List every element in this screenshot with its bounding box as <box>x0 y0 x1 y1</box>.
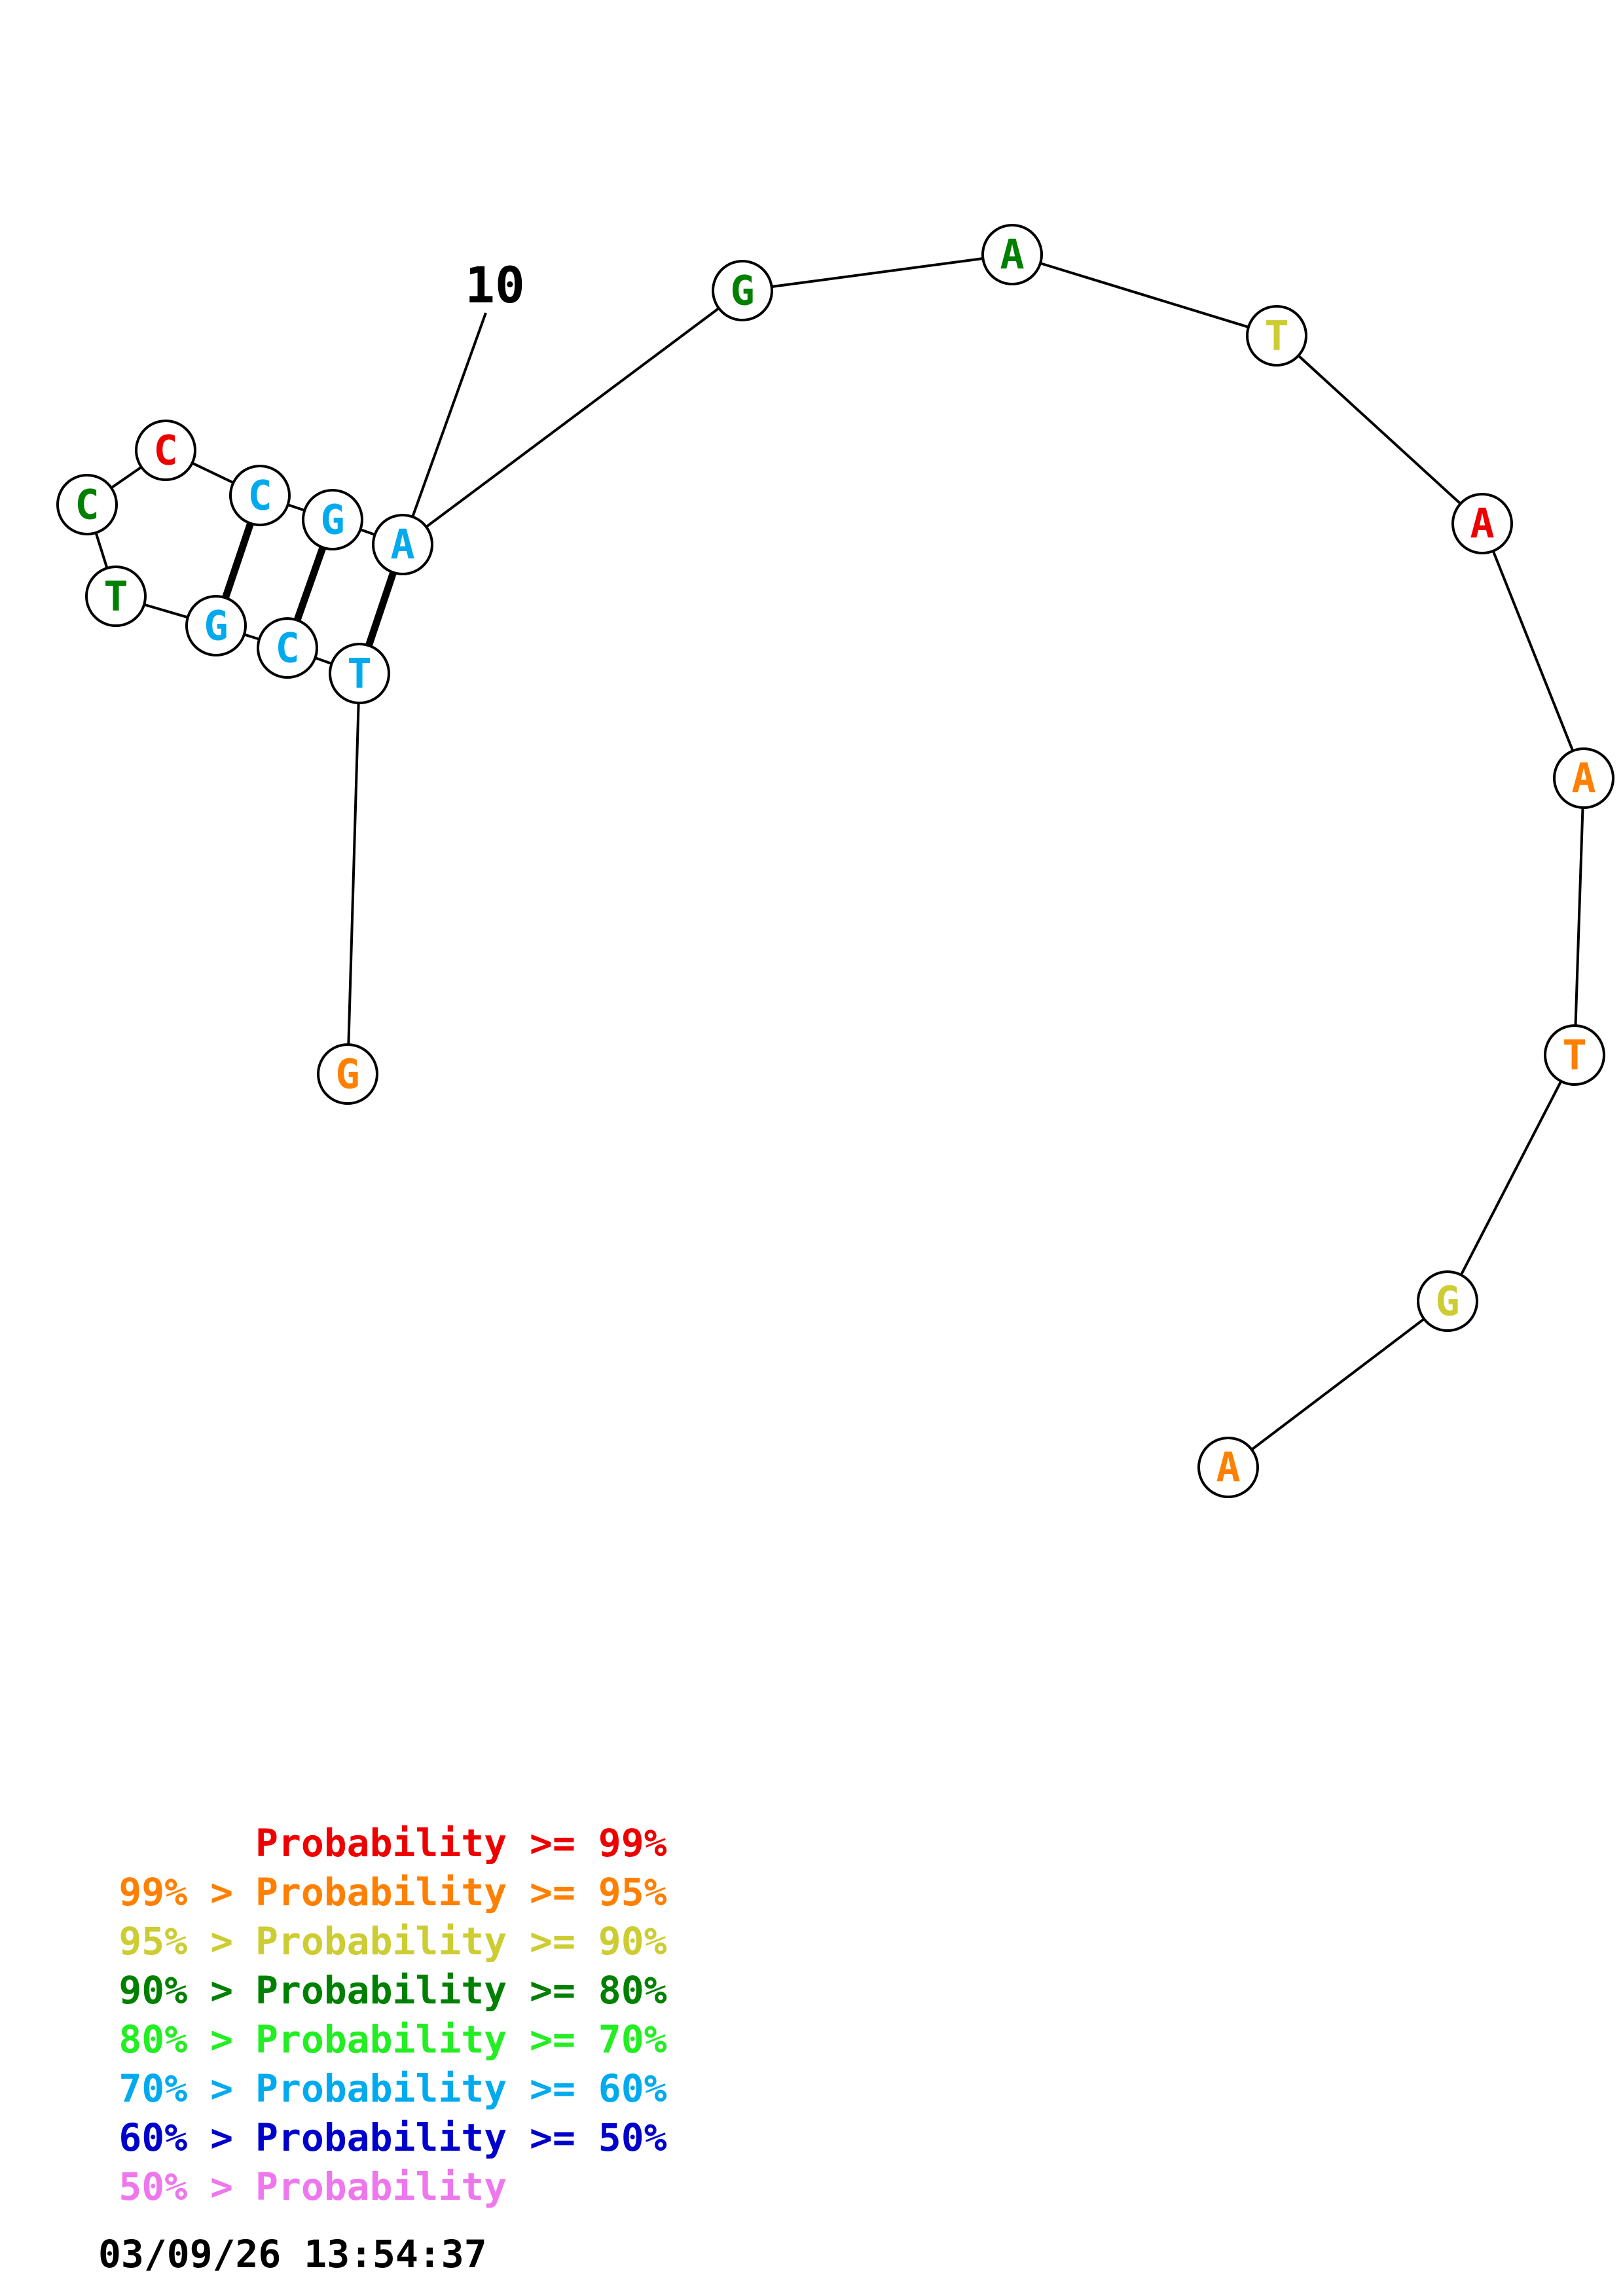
legend-range: 70% > <box>119 2066 233 2111</box>
nucleotide: A <box>1451 493 1513 554</box>
index-tick-line <box>401 312 487 545</box>
index-label: 10 <box>465 256 525 314</box>
timestamp: 03/09/26 13:54:37 <box>98 2232 487 2276</box>
legend-row: 60% > Probability >= 50% <box>119 2115 666 2160</box>
legend-range: 80% > <box>119 2017 233 2062</box>
legend-threshold: Probability <box>255 2164 507 2209</box>
legend-row: 99% > Probability >= 95% <box>119 1870 666 1914</box>
nucleotide: T <box>329 643 390 704</box>
nucleotide-circle <box>329 643 390 704</box>
backbone-bond <box>742 253 1013 292</box>
backbone-bond <box>1446 1054 1576 1302</box>
nucleotide-circle <box>302 489 363 550</box>
legend-row: 95% > Probability >= 90% <box>119 1919 666 1964</box>
nucleotide: G <box>302 489 363 550</box>
nucleotide-label: A <box>1470 500 1494 548</box>
nucleotide-label: A <box>390 521 414 569</box>
legend-threshold: Probability >= 70% <box>255 2017 667 2062</box>
nucleotide-label: T <box>1264 312 1288 360</box>
legend-threshold: Probability >= 60% <box>255 2066 667 2111</box>
legend-row: 70% > Probability >= 60% <box>119 2066 666 2111</box>
nucleotide-circle <box>185 595 247 656</box>
nucleotide-label: T <box>103 573 128 620</box>
nucleotide: G <box>712 260 773 321</box>
nucleotide-label: G <box>730 267 754 315</box>
legend-threshold: Probability >= 95% <box>255 1870 667 1914</box>
legend-threshold: Probability >= 90% <box>255 1919 667 1964</box>
nucleotide-label: C <box>275 624 299 672</box>
backbone-bond <box>1573 778 1585 1056</box>
nucleotide-label: G <box>335 1050 359 1098</box>
nucleotide-circle <box>1417 1270 1478 1332</box>
nucleotide-circle <box>135 420 196 481</box>
legend-threshold: Probability >= 99% <box>255 1821 667 1865</box>
backbone-bond <box>1012 253 1277 337</box>
nucleotide: C <box>135 420 196 481</box>
nucleotide: T <box>1544 1024 1605 1086</box>
nucleotide: C <box>229 465 291 526</box>
nucleotide-circle <box>1246 305 1307 367</box>
backbone-bond <box>1227 1300 1449 1469</box>
legend-range: 95% > <box>119 1919 233 1964</box>
nucleotide-label: G <box>204 602 228 650</box>
nucleotide: A <box>1197 1437 1259 1498</box>
legend-row: Probability >= 99% <box>255 1821 667 1865</box>
nucleotide-circle <box>1197 1437 1259 1498</box>
nucleotide: G <box>1417 1270 1478 1332</box>
nucleotide-circle <box>372 514 433 575</box>
legend-row: 90% > Probability >= 80% <box>119 1968 666 2013</box>
nucleotide: A <box>981 224 1043 285</box>
nucleotide-label: T <box>1562 1031 1586 1079</box>
nucleotide: G <box>185 595 247 656</box>
legend-row: 80% > Probability >= 70% <box>119 2017 666 2062</box>
nucleotide-circle <box>1544 1024 1605 1086</box>
nucleotide: G <box>317 1043 378 1105</box>
nucleotide-circle <box>712 260 773 321</box>
legend-range: 60% > <box>119 2115 233 2160</box>
nucleotide: T <box>85 565 147 627</box>
nucleotide-circle <box>257 617 318 679</box>
nucleotide-circle <box>317 1043 378 1105</box>
legend-threshold: Probability >= 50% <box>255 2115 667 2160</box>
nucleotide-label: C <box>75 481 99 529</box>
legend-range: 50% > <box>119 2164 233 2209</box>
nucleotide-label: C <box>153 427 177 475</box>
nucleotide-circle <box>229 465 291 526</box>
legend-range: 99% > <box>119 1870 233 1914</box>
nucleotide: T <box>1246 305 1307 367</box>
probability-legend: Probability >= 99% 99% > Probability >= 95… <box>119 1821 666 2209</box>
nucleotide-circle <box>85 565 147 627</box>
nucleotide-circle <box>981 224 1043 285</box>
backbone-bond <box>346 673 361 1075</box>
nucleotide-circle <box>1451 493 1513 554</box>
nucleotide-label: A <box>1571 755 1596 802</box>
nucleotide-label: A <box>1216 1444 1240 1492</box>
backbone-layer <box>86 253 1585 1469</box>
legend-threshold: Probability >= 80% <box>255 1968 667 2013</box>
backbone-bond <box>401 289 744 546</box>
backbone-bond <box>1275 334 1484 525</box>
nucleotide: A <box>1553 747 1614 809</box>
legend-row: 50% > Probability <box>119 2164 507 2209</box>
legend-range: 90% > <box>119 1968 233 2013</box>
nucleotide-circle <box>1553 747 1614 809</box>
nucleotide: C <box>257 617 318 679</box>
nucleotide: C <box>56 474 118 535</box>
nucleotide-label: G <box>1435 1278 1459 1325</box>
backbone-bond <box>1481 523 1585 779</box>
index-marker: 10 <box>401 256 525 545</box>
nucleotide-label: A <box>1000 231 1024 279</box>
nucleotide: A <box>372 514 433 575</box>
nucleotide-label: C <box>247 472 272 520</box>
nucleotide-label: T <box>347 650 371 698</box>
nucleotide-label: G <box>320 496 344 544</box>
nucleotide-circle <box>56 474 118 535</box>
